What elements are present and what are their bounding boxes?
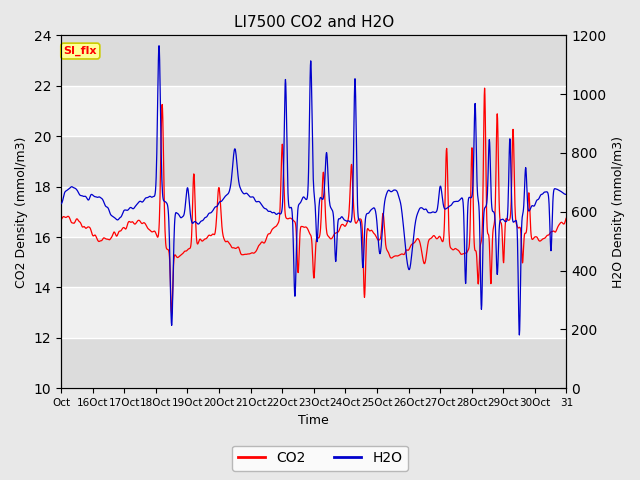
Y-axis label: CO2 Density (mmol/m3): CO2 Density (mmol/m3) [15, 136, 28, 288]
Bar [61, 187, 566, 237]
Y-axis label: H2O Density (mmol/m3): H2O Density (mmol/m3) [612, 136, 625, 288]
Bar [61, 86, 566, 136]
Title: LI7500 CO2 and H2O: LI7500 CO2 and H2O [234, 15, 394, 30]
Legend: CO2, H2O: CO2, H2O [232, 445, 408, 471]
X-axis label: Time: Time [298, 414, 329, 427]
Bar [61, 136, 566, 187]
Bar [61, 36, 566, 86]
Bar [61, 237, 566, 288]
Bar [61, 338, 566, 388]
Text: SI_flx: SI_flx [63, 46, 97, 56]
Bar [61, 288, 566, 338]
